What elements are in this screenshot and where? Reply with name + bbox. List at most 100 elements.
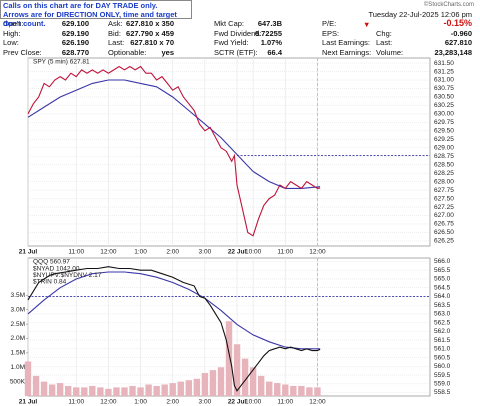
quote-label: Next Earnings: — [322, 47, 372, 57]
x-tick-label: 12:00 — [309, 249, 326, 256]
volume-bar — [266, 381, 273, 396]
y2-tick-label: 3.0M — [11, 306, 25, 313]
y-tick-label: 629.25 — [434, 136, 454, 143]
y-tick-label: 631.25 — [434, 68, 454, 75]
volume-bar — [306, 387, 313, 396]
legend-entry: $NYAD 1042.00 — [33, 266, 80, 273]
y-tick-label: 630.75 — [434, 85, 454, 92]
y2-tick-label: 1.5M — [11, 350, 25, 357]
y2-tick-label: 500K — [10, 378, 26, 385]
volume-bar — [56, 383, 64, 396]
x-tick-label: 21 Jul — [19, 249, 38, 256]
volume-bar — [257, 375, 265, 396]
y-tick-label: 563.0 — [434, 311, 451, 318]
volume-bar — [153, 385, 160, 396]
price-line — [27, 65, 321, 237]
volume-bar — [73, 387, 80, 396]
quote-value: 627.810 x 350 — [126, 19, 174, 28]
volume-bar — [290, 385, 297, 396]
chart-title: SPY (5 min) 627.81 — [33, 59, 90, 66]
volume-bar — [65, 385, 72, 396]
legend-entry: $NYUPV:$NYDNV 2.17 — [33, 272, 102, 279]
x-tick-label: 12:00 — [100, 399, 117, 406]
y-tick-label: 559.5 — [434, 372, 451, 379]
volume-bar — [282, 384, 289, 396]
y-tick-label: 565.5 — [434, 267, 451, 274]
volume-bar — [233, 344, 241, 396]
y-tick-label: 562.5 — [434, 319, 451, 326]
y-tick-label: 563.5 — [434, 302, 451, 309]
volume-bar — [24, 361, 32, 396]
quote-label: Low: — [3, 38, 19, 47]
volume-bar — [97, 387, 104, 396]
quote-value: 627.810 x 70 — [130, 38, 174, 47]
x-tick-label: 22 Jul — [228, 399, 247, 406]
y2-tick-label: 1.0M — [11, 364, 25, 371]
y-tick-label: 566.0 — [434, 258, 451, 265]
y-tick-label: 627.00 — [434, 212, 454, 219]
brand: ©StockCharts.com — [423, 2, 474, 8]
notice: Calls on this chart are for DAY TRADE on… — [0, 0, 192, 28]
price-line — [27, 271, 321, 350]
y-tick-label: 629.75 — [434, 119, 454, 126]
volume-bar — [89, 385, 96, 396]
quote-value: 1.07% — [260, 38, 282, 47]
y-tick-label: 626.50 — [434, 229, 454, 236]
plot-frame — [27, 57, 431, 247]
quote-label: Open: — [3, 19, 24, 28]
x-tick-label: 1:00 — [134, 399, 147, 406]
quote-label: Optionable: — [108, 47, 147, 57]
quote-value: 626.190 — [61, 38, 89, 47]
volume-bar — [185, 380, 192, 396]
quote-label: Last Earnings: — [322, 38, 370, 47]
y2-tick-label: 2.5M — [11, 321, 25, 328]
x-tick-label: 10:00 — [245, 399, 262, 406]
y-tick-label: 631.50 — [434, 60, 454, 67]
volume-bar — [177, 381, 184, 396]
chart-title: QQQ 560.97 — [33, 259, 70, 266]
x-tick-label: 22 Jul — [228, 249, 247, 256]
y-tick-label: 630.25 — [434, 102, 454, 109]
volume-bar — [161, 384, 168, 396]
quote-value: 6.72255 — [254, 28, 282, 38]
volume-bar — [241, 358, 249, 396]
volume-bar — [298, 385, 305, 396]
y-tick-label: 630.50 — [434, 94, 454, 101]
y-tick-label: 558.5 — [434, 389, 451, 396]
volume-bar — [249, 367, 257, 396]
quote-label: Bid: — [108, 28, 121, 38]
volume-bar — [209, 370, 217, 396]
y-tick-label: 626.25 — [434, 238, 454, 245]
volume-bar — [274, 383, 281, 396]
y2-tick-label: 2.0M — [11, 335, 25, 342]
volume-bar — [81, 387, 88, 396]
quote-label: SCTR (ETF): — [214, 47, 258, 57]
volume-bar — [217, 367, 225, 396]
y-tick-label: 628.25 — [434, 170, 454, 177]
y-tick-label: 561.5 — [434, 337, 451, 344]
change-pct: -0.15% — [443, 18, 472, 28]
quote-label: EPS: — [322, 28, 340, 38]
volume-bar — [193, 378, 201, 396]
quote-value: 627.810 — [444, 38, 472, 47]
volume-bar — [105, 388, 112, 396]
x-tick-label: 2:00 — [166, 249, 179, 256]
volume-bar — [48, 384, 56, 396]
price-line — [27, 79, 321, 189]
volume-bar — [113, 387, 120, 396]
volume-bar — [145, 384, 152, 396]
volume-bar — [32, 375, 40, 396]
quote-label: Volume: — [376, 47, 404, 57]
quote-label: Prev Close: — [3, 47, 42, 57]
y-tick-label: 627.25 — [434, 204, 454, 211]
volume-bar — [121, 387, 128, 396]
y-tick-label: 628.50 — [434, 161, 454, 168]
legend-entry: $TRIN 0.84 — [33, 279, 67, 286]
volume-bar — [314, 387, 321, 396]
x-tick-label: 11:00 — [68, 399, 84, 406]
datetime: Tuesday 22-Jul-2025 12:06 pm — [368, 10, 472, 19]
quote-value: 23,283,148 — [434, 47, 472, 57]
quote-value: -0.960 — [450, 28, 472, 38]
